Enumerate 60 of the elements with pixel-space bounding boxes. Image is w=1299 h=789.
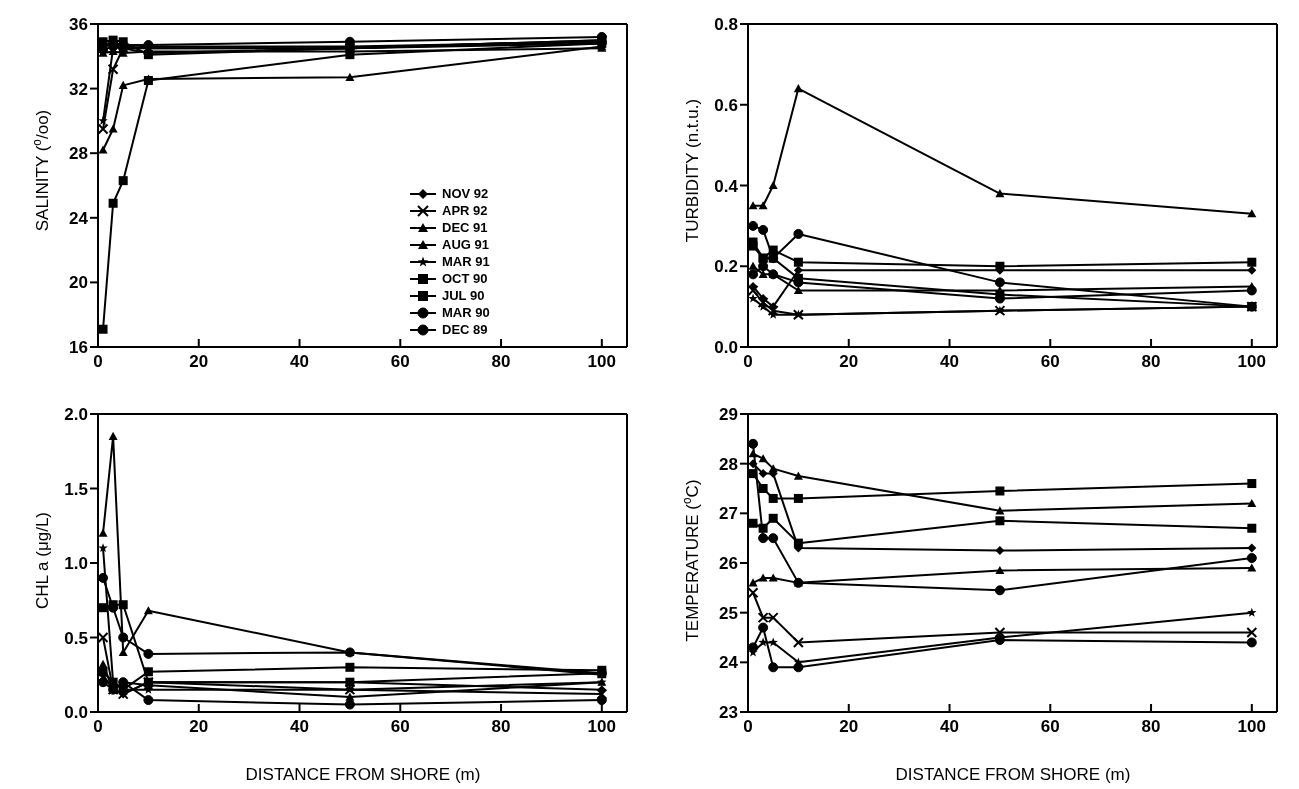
- x-tick-label: 0: [743, 717, 753, 737]
- y-tick-label: 0.0: [714, 338, 738, 358]
- x-tick-label: 60: [390, 717, 410, 737]
- x-tick-label: 60: [1040, 352, 1060, 372]
- x-tick-label: 100: [587, 717, 616, 737]
- legend-label: APR 92: [442, 203, 488, 218]
- legend-label: DEC 91: [442, 220, 488, 235]
- x-tick-label: 0: [93, 352, 103, 372]
- x-axis-title: DISTANCE FROM SHORE (m): [895, 765, 1131, 784]
- legend-label: JUL 90: [442, 288, 485, 303]
- legend-label: OCT 90: [442, 271, 488, 286]
- legend-label: MAR 91: [442, 254, 490, 269]
- y-tick-label: 26: [719, 554, 738, 574]
- x-tick-label: 60: [390, 352, 410, 372]
- x-tick-label: 80: [491, 352, 511, 372]
- y-axis-title: CHL a (μg/L): [33, 511, 52, 610]
- y-tick-label: 28: [719, 454, 738, 474]
- legend-label: AUG 91: [442, 237, 489, 252]
- y-tick-label: 0.5: [64, 628, 88, 648]
- y-tick-label: 0.6: [714, 95, 738, 115]
- x-tick-label: 40: [290, 717, 309, 737]
- y-tick-label: 28: [69, 144, 88, 164]
- x-axis-title: DISTANCE FROM SHORE (m): [245, 765, 481, 784]
- x-tick-label: 100: [587, 352, 616, 372]
- x-tick-label: 0: [743, 352, 753, 372]
- y-tick-label: 0.0: [64, 703, 88, 723]
- y-tick-label: 0.4: [714, 176, 739, 196]
- legend-label: NOV 92: [442, 186, 489, 201]
- y-tick-label: 0.2: [714, 257, 738, 277]
- x-tick-label: 100: [1237, 352, 1266, 372]
- y-tick-label: 1.0: [64, 554, 88, 574]
- y-tick-label: 32: [69, 79, 88, 99]
- x-tick-label: 60: [1040, 717, 1060, 737]
- x-tick-label: 100: [1237, 717, 1266, 737]
- legend-label: MAR 90: [442, 305, 490, 320]
- x-tick-label: 80: [1141, 352, 1161, 372]
- y-tick-label: 1.5: [64, 479, 88, 499]
- y-tick-label: 16: [69, 338, 88, 358]
- y-axis-title: TURBIDITY (n.t.u.): [683, 98, 702, 243]
- x-tick-label: 20: [189, 352, 209, 372]
- y-tick-label: 24: [69, 208, 89, 228]
- y-tick-label: 36: [69, 15, 88, 35]
- y-tick-label: 24: [719, 653, 739, 673]
- x-tick-label: 0: [93, 717, 103, 737]
- x-tick-label: 80: [1141, 717, 1161, 737]
- x-tick-label: 40: [940, 717, 959, 737]
- x-tick-label: 20: [839, 717, 859, 737]
- x-tick-label: 40: [290, 352, 309, 372]
- legend-label: DEC 89: [442, 322, 488, 337]
- x-tick-label: 20: [189, 717, 209, 737]
- y-tick-label: 2.0: [64, 405, 88, 425]
- x-tick-label: 40: [940, 352, 959, 372]
- y-tick-label: 29: [719, 405, 738, 425]
- y-tick-label: 25: [719, 603, 738, 623]
- y-tick-label: 0.8: [714, 15, 738, 35]
- y-tick-label: 27: [719, 504, 738, 524]
- y-tick-label: 23: [719, 703, 738, 723]
- x-tick-label: 80: [491, 717, 511, 737]
- y-tick-label: 20: [69, 273, 88, 293]
- x-tick-label: 20: [839, 352, 859, 372]
